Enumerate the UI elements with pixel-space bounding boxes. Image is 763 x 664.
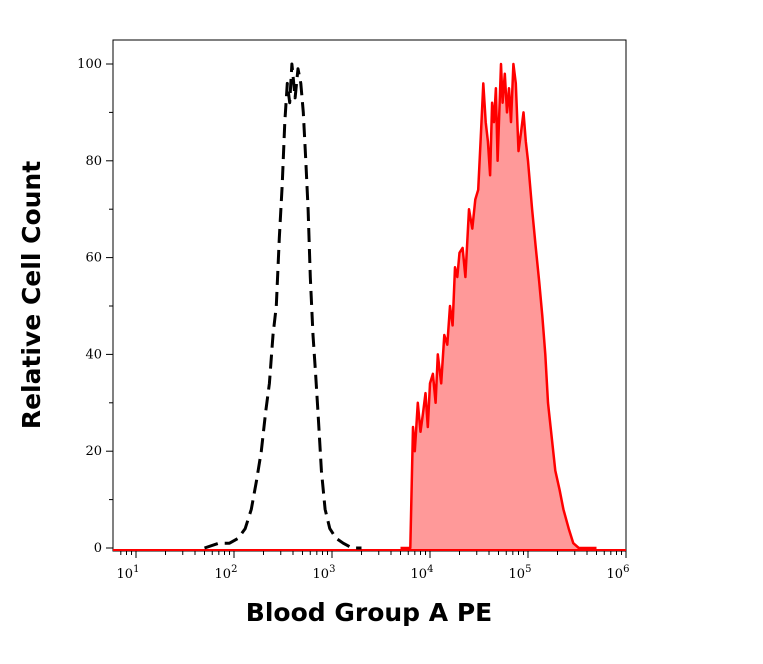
y-tick-label: 0 bbox=[94, 541, 102, 556]
x-tick-label: 105 bbox=[509, 564, 532, 582]
x-tick-label: 104 bbox=[411, 564, 434, 582]
y-axis-title: Relative Cell Count bbox=[17, 161, 46, 429]
y-tick-label: 20 bbox=[85, 444, 102, 459]
y-tick-label: 100 bbox=[77, 57, 102, 72]
y-tick-label: 80 bbox=[85, 154, 102, 169]
x-axis-title: Blood Group A PE bbox=[246, 598, 492, 627]
x-tick-label: 101 bbox=[117, 564, 140, 582]
y-tick-label: 40 bbox=[85, 347, 102, 362]
control-series-line bbox=[204, 62, 362, 550]
y-tick-label: 60 bbox=[85, 251, 102, 266]
x-tick-label: 103 bbox=[313, 564, 336, 582]
sample-area-fill bbox=[400, 64, 597, 550]
x-tick-label: 102 bbox=[215, 564, 238, 582]
x-tick-label: 106 bbox=[607, 564, 630, 582]
sample-series-line bbox=[400, 62, 597, 550]
